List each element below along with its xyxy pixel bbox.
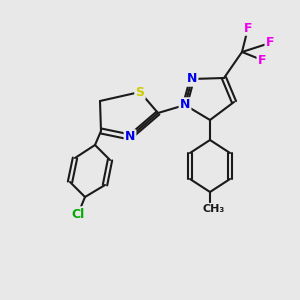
- Text: Cl: Cl: [71, 208, 85, 220]
- Text: F: F: [258, 53, 266, 67]
- Text: N: N: [180, 98, 190, 112]
- Text: F: F: [266, 37, 274, 50]
- Text: CH₃: CH₃: [203, 204, 225, 214]
- Text: S: S: [136, 85, 145, 98]
- Text: N: N: [125, 130, 135, 143]
- Text: N: N: [187, 73, 197, 85]
- Text: F: F: [244, 22, 252, 34]
